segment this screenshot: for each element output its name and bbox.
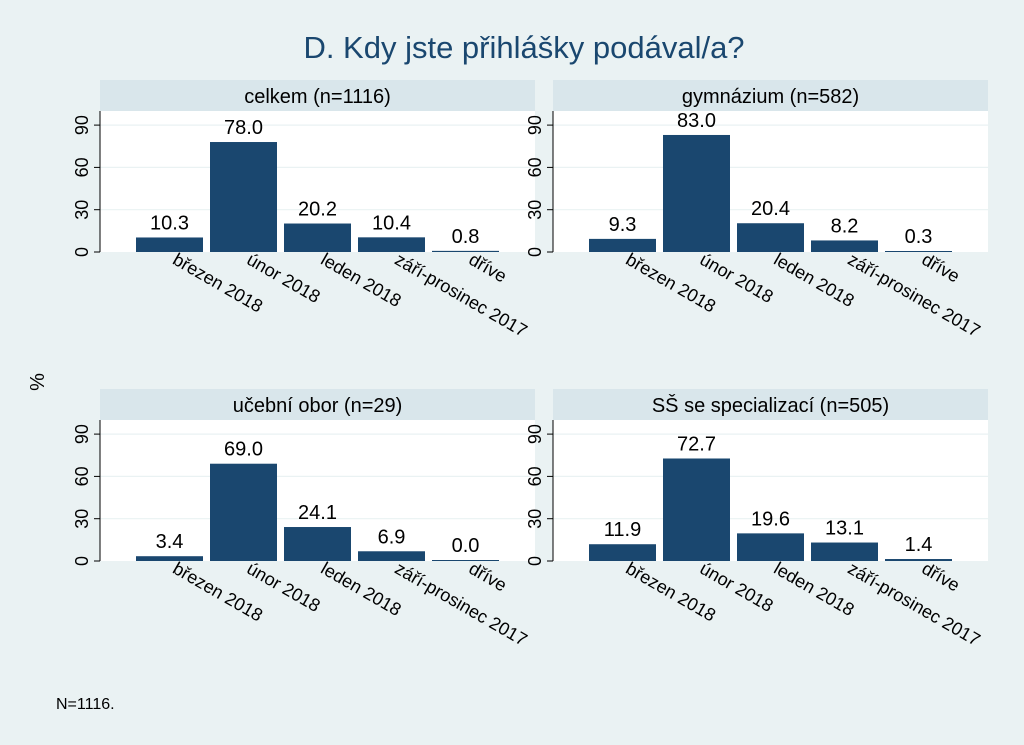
value-label: 6.9 — [378, 526, 406, 548]
panel-title: učební obor (n=29) — [233, 395, 403, 417]
bar — [358, 237, 425, 252]
value-label: 3.4 — [156, 531, 184, 553]
bar — [136, 556, 203, 561]
value-label: 24.1 — [298, 502, 337, 524]
y-tick-label: 90 — [525, 424, 545, 444]
y-tick-label: 60 — [525, 466, 545, 486]
category-label: dříve — [466, 558, 511, 595]
panel-strip — [553, 389, 988, 420]
value-label: 20.2 — [298, 199, 337, 221]
category-label: leden 2018 — [318, 558, 405, 620]
value-label: 8.2 — [831, 215, 859, 237]
category-label: září-prosinec 2017 — [845, 249, 984, 341]
bar — [737, 533, 804, 561]
value-label: 0.3 — [905, 226, 933, 248]
value-label: 10.3 — [150, 212, 189, 234]
category-label: září-prosinec 2017 — [392, 249, 531, 341]
y-tick-label: 0 — [72, 556, 92, 566]
y-axis-label: % — [27, 373, 49, 391]
bar — [589, 238, 656, 252]
bar — [358, 551, 425, 561]
panel-title: celkem (n=1116) — [244, 86, 391, 108]
y-tick-label: 60 — [525, 157, 545, 177]
value-label: 72.7 — [677, 433, 716, 455]
bar — [432, 560, 499, 561]
y-tick-label: 0 — [72, 247, 92, 257]
chart-note: N=1116. — [56, 696, 115, 713]
y-tick-label: 90 — [72, 115, 92, 135]
panel-strip — [100, 80, 535, 111]
y-tick-label: 90 — [72, 424, 92, 444]
value-label: 20.4 — [751, 198, 790, 220]
bar — [663, 458, 730, 561]
category-label: září-prosinec 2017 — [392, 558, 531, 650]
bar — [811, 542, 878, 561]
value-label: 69.0 — [224, 439, 263, 461]
bar — [284, 527, 351, 561]
category-label: dříve — [466, 249, 511, 286]
bar — [811, 240, 878, 252]
y-tick-label: 60 — [72, 466, 92, 486]
value-label: 13.1 — [825, 518, 864, 540]
y-tick-label: 30 — [525, 509, 545, 529]
panel-strip — [553, 80, 988, 111]
y-tick-label: 0 — [525, 556, 545, 566]
value-label: 9.3 — [609, 214, 637, 236]
panel-title: SŠ se specializací (n=505) — [652, 394, 889, 417]
category-label: září-prosinec 2017 — [845, 558, 984, 650]
y-tick-label: 0 — [525, 247, 545, 257]
category-label: leden 2018 — [318, 249, 405, 311]
bar — [432, 250, 499, 252]
y-tick-label: 30 — [72, 200, 92, 220]
value-label: 0.8 — [452, 226, 480, 248]
value-label: 1.4 — [905, 534, 933, 556]
bar — [663, 134, 730, 252]
y-tick-label: 30 — [72, 509, 92, 529]
panel-title: gymnázium (n=582) — [682, 86, 859, 108]
y-tick-label: 90 — [525, 115, 545, 135]
bar — [589, 544, 656, 561]
value-label: 78.0 — [224, 117, 263, 139]
bar — [737, 223, 804, 252]
category-label: dříve — [919, 558, 964, 595]
chart-panel: SŠ se specializací (n=505)030609011.9bře… — [525, 389, 988, 650]
bar — [885, 251, 952, 252]
value-label: 11.9 — [604, 519, 641, 541]
value-label: 19.6 — [751, 508, 790, 530]
y-tick-label: 30 — [525, 200, 545, 220]
chart-title: D. Kdy jste přihlášky podával/a? — [303, 30, 744, 65]
category-label: leden 2018 — [771, 249, 858, 311]
panel-strip — [100, 389, 535, 420]
bar — [885, 559, 952, 561]
value-label: 10.4 — [372, 212, 411, 234]
category-label: dříve — [919, 249, 964, 286]
value-label: 83.0 — [677, 110, 716, 132]
bar — [210, 463, 277, 561]
y-tick-label: 60 — [72, 157, 92, 177]
category-label: leden 2018 — [771, 558, 858, 620]
bar — [284, 223, 351, 252]
value-label: 0.0 — [452, 535, 480, 557]
bar — [210, 142, 277, 252]
bar — [136, 237, 203, 252]
